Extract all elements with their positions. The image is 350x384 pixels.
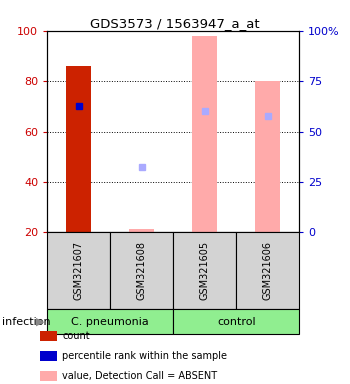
Text: value, Detection Call = ABSENT: value, Detection Call = ABSENT <box>62 371 217 381</box>
Text: percentile rank within the sample: percentile rank within the sample <box>62 351 227 361</box>
Text: count: count <box>62 331 90 341</box>
Text: GSM321607: GSM321607 <box>74 241 84 300</box>
Bar <box>66 66 91 232</box>
Text: control: control <box>217 316 256 327</box>
Text: GDS3573 / 1563947_a_at: GDS3573 / 1563947_a_at <box>90 17 260 30</box>
Text: C. pneumonia: C. pneumonia <box>71 316 149 327</box>
Bar <box>255 81 280 232</box>
Bar <box>192 36 217 232</box>
Text: GSM321606: GSM321606 <box>263 241 273 300</box>
Text: ▶: ▶ <box>36 316 44 327</box>
Text: infection: infection <box>2 316 50 327</box>
Bar <box>129 228 154 232</box>
Text: GSM321605: GSM321605 <box>200 241 210 300</box>
Text: GSM321608: GSM321608 <box>137 241 147 300</box>
